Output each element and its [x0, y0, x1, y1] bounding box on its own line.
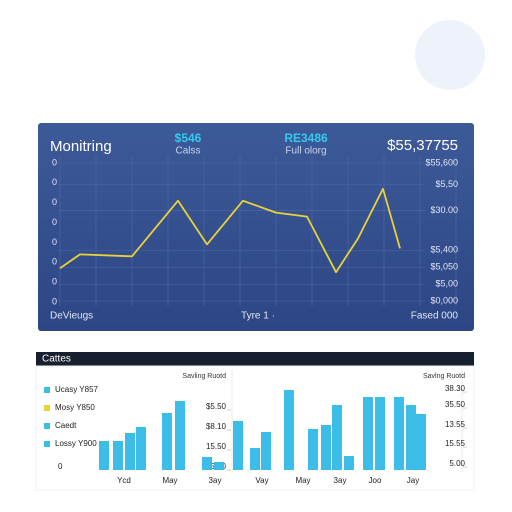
y-tick-label: $8.10 [206, 422, 227, 431]
y2-tick-label: 35.50 [445, 400, 466, 409]
stat-value: $546 [175, 131, 202, 145]
x-tick-label: 3ay [334, 476, 347, 485]
stat-caption: Full olorg [285, 146, 326, 157]
legend-label: Caedt [55, 421, 77, 430]
bar [363, 397, 373, 470]
x-tick-label: May [295, 476, 310, 485]
bar [308, 429, 318, 470]
left-label: 0 [52, 217, 57, 227]
legend-swatch [44, 441, 50, 447]
bar [202, 457, 212, 470]
line-panel [38, 123, 474, 331]
y-tick-label: $5,400 [430, 245, 458, 255]
total: $55,37755 [387, 137, 458, 154]
zero-label: 0 [58, 462, 63, 471]
bar [416, 414, 426, 470]
bar [284, 390, 294, 470]
bar [99, 441, 109, 470]
bar-header [36, 352, 474, 366]
legend-swatch [44, 423, 50, 429]
legend-label: Mosy Y850 [55, 403, 95, 412]
left-label: 0 [52, 296, 57, 306]
bar [125, 433, 135, 470]
bar [344, 456, 354, 470]
legend-swatch [44, 387, 50, 393]
bar [136, 427, 146, 470]
y-tick-label: $30.00 [430, 205, 458, 215]
bar [406, 405, 416, 470]
bar [375, 397, 385, 470]
y2-tick-label: 13.55 [445, 420, 466, 429]
decor-circle [415, 20, 485, 90]
footer-text: Fased 000 [411, 311, 459, 322]
left-label: 0 [52, 197, 57, 207]
y-axis-title: Savling Ruotd [182, 373, 226, 380]
y-tick-label: $5,00 [435, 279, 458, 289]
y-tick-label: $5,050 [430, 262, 458, 272]
y-tick-label: $5,50 [435, 179, 458, 189]
footer-text: DeVieugs [50, 311, 93, 322]
y2-tick-label: 15.55 [445, 439, 466, 448]
line-series [59, 187, 401, 274]
legend-label: Lossy Y900 [55, 439, 97, 448]
y2-tick-label: 38.30 [445, 384, 466, 393]
left-label: 0 [52, 157, 57, 167]
y-tick-label: 15.50 [206, 442, 227, 451]
x-tick-label: Jay [407, 476, 419, 485]
bar [332, 405, 342, 470]
bar [394, 397, 404, 470]
bar [175, 401, 185, 470]
x-tick-label: Vay [255, 476, 268, 485]
panel-title: Monitring [50, 138, 112, 155]
footer-text: Tyre 1 · [241, 311, 275, 322]
legend-label: Ucasy Y857 [55, 385, 99, 394]
bar [214, 462, 224, 470]
y2-tick-label: 5.00 [449, 459, 465, 468]
left-label: 0 [52, 177, 57, 187]
bar [233, 421, 243, 470]
panel-title: Cattes [42, 354, 71, 365]
y-tick-label: $0,000 [430, 295, 458, 305]
bar [321, 425, 331, 470]
left-label: 0 [52, 237, 57, 247]
stat-caption: Calss [175, 146, 200, 157]
bar [261, 432, 271, 470]
x-tick-label: May [162, 476, 177, 485]
x-tick-label: Ycd [117, 476, 131, 485]
y-tick-label: $55,600 [425, 157, 458, 167]
left-label: 0 [52, 257, 57, 267]
y-tick-label: $5.50 [206, 402, 227, 411]
x-tick-label: Joo [369, 476, 382, 485]
x-tick-label: 3ay [209, 476, 222, 485]
bar [113, 441, 123, 470]
left-label: 0 [52, 277, 57, 287]
bar [162, 413, 172, 470]
stat-value: RE3486 [284, 131, 328, 145]
y2-axis-title: Savlng Ruotd [423, 373, 465, 380]
bar [250, 448, 260, 470]
legend-swatch [44, 405, 50, 411]
